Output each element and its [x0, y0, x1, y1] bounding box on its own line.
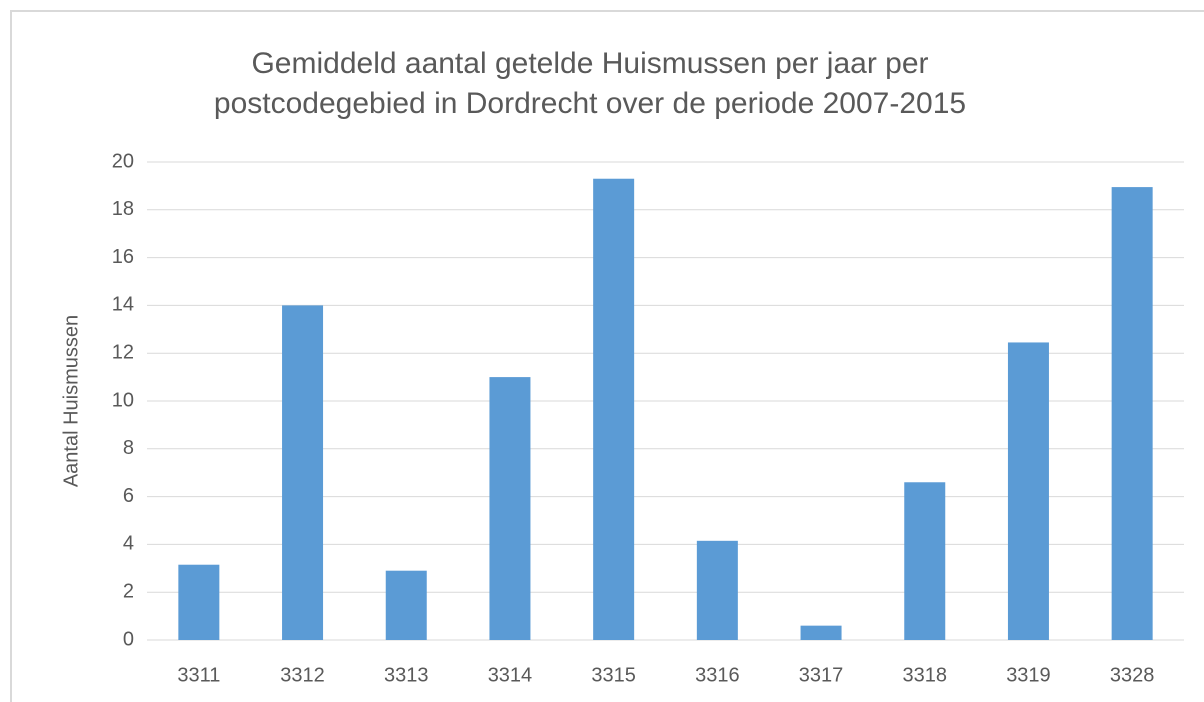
bar [800, 625, 842, 640]
bar [385, 570, 427, 640]
y-axis-label: Aantal Huismussen [60, 315, 82, 487]
bar [696, 540, 738, 640]
x-tick-label: 3314 [488, 664, 533, 686]
chart-frame [10, 10, 1204, 702]
x-tick-label: 3311 [177, 664, 220, 686]
y-tick-label: 18 [112, 198, 134, 220]
y-tick-label: 20 [112, 150, 134, 172]
x-tick-label: 3312 [280, 664, 325, 686]
y-tick-label: 4 [123, 533, 134, 555]
y-tick-label: 8 [123, 437, 134, 459]
y-tick-label: 14 [112, 294, 134, 316]
bar [1007, 342, 1049, 640]
x-tick-label: 3315 [591, 664, 636, 686]
bar [178, 564, 220, 640]
bar [489, 377, 531, 640]
bar [593, 178, 635, 641]
y-tick-label: 16 [112, 246, 134, 268]
y-tick-label: 10 [112, 389, 134, 411]
x-tick-label: 3319 [1006, 664, 1051, 686]
x-tick-label: 3313 [384, 664, 429, 686]
x-tick-label: 3328 [1110, 664, 1155, 686]
bar [1111, 187, 1153, 640]
chart-title: Gemiddeld aantal getelde Huismussen per … [213, 47, 967, 120]
x-tick-label: 3318 [903, 664, 948, 686]
y-tick-label: 6 [123, 485, 134, 507]
x-tick-label: 3316 [695, 664, 740, 686]
x-tick-label: 3317 [799, 664, 844, 686]
y-tick-label: 2 [123, 580, 134, 602]
y-tick-label: 12 [112, 341, 134, 363]
bar [282, 305, 324, 640]
bar [904, 482, 946, 640]
y-tick-label: 0 [123, 628, 134, 650]
